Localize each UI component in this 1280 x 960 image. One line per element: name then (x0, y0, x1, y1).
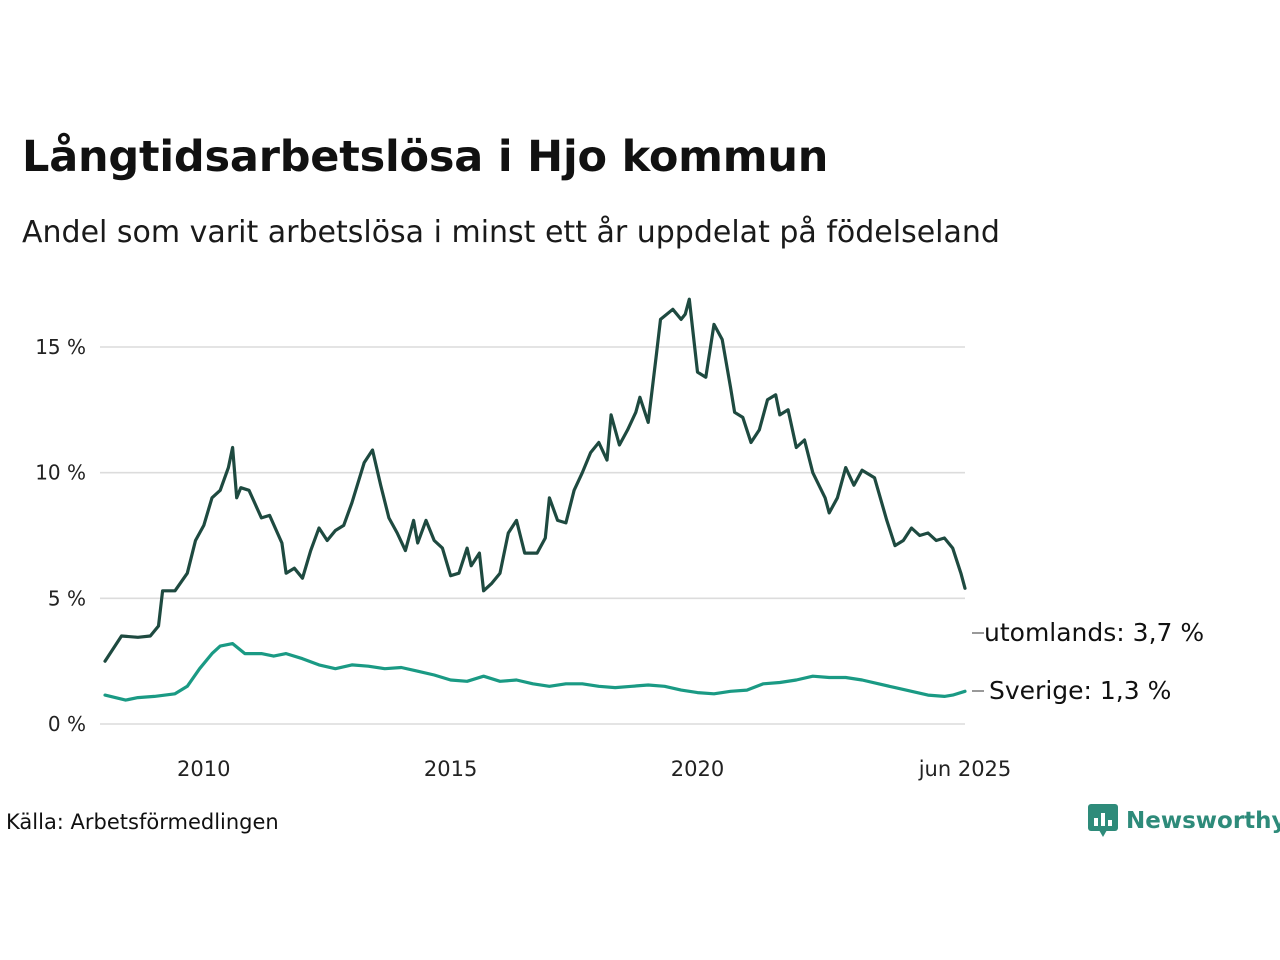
y-tick-label: 0 % (48, 712, 86, 736)
x-tick-label: jun 2025 (918, 757, 1012, 781)
x-tick-label: 2020 (671, 757, 724, 781)
end-label-utomlands: utomlands: 3,7 % (984, 618, 1204, 647)
gridlines (100, 346, 965, 725)
series-end-labels: utomlands: 3,7 % Sverige: 1,3 % (972, 618, 1204, 705)
newsworthy-logo: Newsworthy (1088, 804, 1280, 838)
y-axis-tick-labels: 0 % 5 % 10 % 15 % (35, 335, 86, 736)
chart-subtitle: Andel som varit arbetslösa i minst ett å… (22, 215, 1000, 250)
series-lines (103, 297, 967, 702)
x-tick-label: 2015 (424, 757, 477, 781)
y-tick-label: 10 % (35, 461, 86, 485)
y-tick-label: 5 % (48, 586, 86, 610)
x-tick-label: 2010 (177, 757, 230, 781)
series-line-sverige (103, 642, 967, 702)
bar-chart-speech-bubble-icon (1088, 804, 1118, 837)
end-label-sverige: Sverige: 1,3 % (989, 676, 1171, 705)
x-axis-tick-labels: 2010 2015 2020 jun 2025 (177, 757, 1011, 781)
y-tick-label: 15 % (35, 335, 86, 359)
source-note: Källa: Arbetsförmedlingen (6, 810, 279, 834)
logo-text: Newsworthy (1126, 808, 1280, 834)
series-line-utomlands (103, 297, 967, 663)
chart-title: Långtidsarbetslösa i Hjo kommun (22, 132, 829, 182)
